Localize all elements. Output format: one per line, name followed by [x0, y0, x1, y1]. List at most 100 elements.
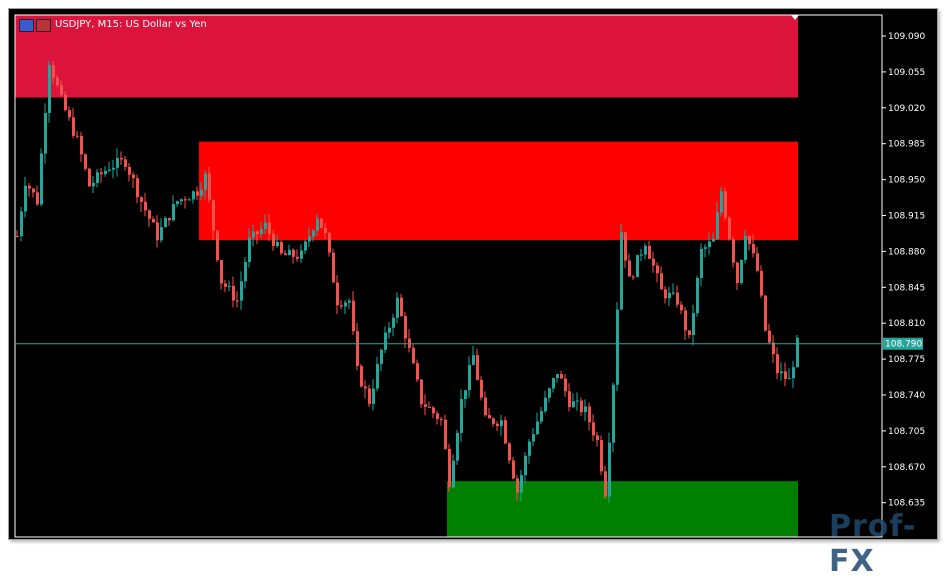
candle-body	[456, 432, 459, 461]
candle-body	[464, 390, 467, 400]
candle-body	[328, 233, 331, 253]
candle-body	[560, 374, 563, 379]
candle-body	[100, 172, 103, 175]
candle-body	[216, 230, 219, 261]
candle-body	[540, 411, 543, 422]
candle-body	[796, 337, 799, 368]
candle-body	[220, 260, 223, 284]
candle-body	[488, 415, 491, 419]
plot-border	[14, 14, 883, 538]
candle-body	[416, 363, 419, 380]
candle-body	[228, 285, 231, 287]
candle-body	[356, 331, 359, 366]
candle-body	[480, 379, 483, 398]
candle-body	[572, 401, 575, 408]
chart-window-icon[interactable]	[19, 19, 34, 32]
chart-shift-marker	[791, 15, 799, 20]
candle-body	[388, 327, 391, 333]
candle-body	[528, 441, 531, 456]
chart-window[interactable]: 109.090 109.055 109.020 108.985 108.950 108.9…	[8, 8, 938, 579]
candle-body	[268, 222, 271, 234]
candle-body	[660, 273, 663, 290]
candle-body	[48, 65, 51, 113]
candle-body	[108, 169, 111, 171]
candle-body	[320, 218, 323, 228]
y-tick-label: 109.055	[888, 68, 925, 78]
candle-body	[96, 172, 99, 183]
candle-body	[708, 241, 711, 248]
candle-body	[424, 404, 427, 407]
candle-body	[40, 153, 43, 205]
y-tick-label: 108.985	[888, 140, 925, 150]
candle-body	[136, 178, 139, 198]
candle-body	[200, 189, 203, 196]
candle-body	[412, 347, 415, 364]
candle-body	[380, 349, 383, 365]
candle-body	[768, 330, 771, 343]
candle-body	[548, 388, 551, 398]
candle-body	[88, 168, 91, 187]
candle-body	[428, 406, 431, 408]
candle-body	[340, 305, 343, 307]
candle-body	[304, 241, 307, 251]
candle-body	[620, 232, 623, 310]
candle-body	[148, 210, 151, 219]
candle-body	[332, 252, 335, 283]
candle-body	[156, 222, 159, 241]
candle-body	[764, 295, 767, 331]
candle-body	[592, 422, 595, 436]
candle-body	[68, 110, 71, 118]
candle-body	[204, 173, 207, 190]
candle-body	[80, 135, 83, 155]
candle-body	[448, 448, 451, 488]
candle-body	[240, 281, 243, 301]
candle-body	[444, 419, 447, 449]
candle-body	[224, 283, 227, 287]
y-tick-label: 108.950	[888, 176, 925, 186]
y-tick-label: 108.915	[888, 212, 925, 222]
candle-body	[636, 255, 639, 278]
candle-body	[684, 310, 687, 331]
candle-body	[580, 400, 583, 413]
candle-body	[556, 374, 559, 379]
candle-body	[288, 249, 291, 256]
candle-body	[196, 191, 199, 196]
candle-body	[392, 317, 395, 328]
candle-body	[552, 378, 555, 389]
candle-body	[624, 232, 627, 261]
y-tick-label: 109.020	[888, 104, 925, 114]
candle-body	[252, 231, 255, 238]
current-price-label: 108.790	[885, 340, 922, 350]
candle-body	[712, 238, 715, 242]
chart-properties-icon[interactable]	[36, 19, 51, 32]
candle-body	[52, 65, 55, 78]
candle-body	[736, 262, 739, 284]
candle-body	[544, 397, 547, 412]
candle-body	[396, 297, 399, 318]
candle-body	[36, 192, 39, 205]
candle-body	[376, 364, 379, 389]
candle-body	[780, 371, 783, 374]
candle-body	[732, 239, 735, 263]
candle-body	[164, 217, 167, 228]
candle-body	[700, 248, 703, 278]
candle-body	[716, 212, 719, 239]
candle-body	[692, 313, 695, 336]
candle-body	[472, 355, 475, 365]
candle-body	[772, 342, 775, 355]
candle-body	[244, 262, 247, 282]
candle-body	[532, 434, 535, 442]
candle-body	[316, 218, 319, 231]
candle-body	[172, 204, 175, 221]
y-tick-label: 108.740	[888, 391, 925, 401]
candle-body	[516, 478, 519, 493]
candle-body	[132, 174, 135, 179]
candle-body	[468, 364, 471, 391]
candle-body	[368, 388, 371, 404]
candlestick-chart[interactable]: 109.090 109.055 109.020 108.985 108.950 108.9…	[9, 9, 937, 539]
y-tick-label: 108.845	[888, 283, 925, 293]
candle-body	[612, 384, 615, 443]
candle-body	[32, 188, 35, 193]
candle-body	[640, 254, 643, 256]
candle-body	[608, 442, 611, 497]
